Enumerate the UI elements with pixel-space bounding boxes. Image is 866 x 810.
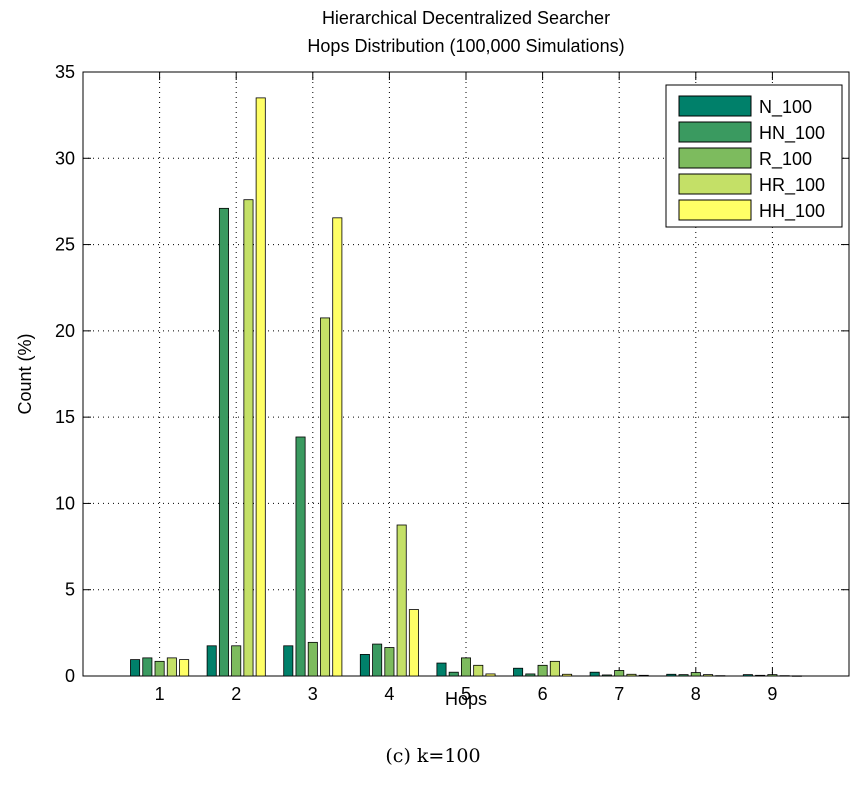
y-tick-label: 10 [55, 493, 75, 513]
bar-hn-100-6 [525, 673, 536, 677]
x-tick-label: 5 [461, 684, 471, 704]
x-tick-label: 7 [614, 684, 624, 704]
bar-hn-100-8 [678, 674, 689, 677]
bar-n-100-4 [359, 654, 370, 677]
bar-n-100-9 [742, 674, 753, 677]
bar-n-100-2 [206, 645, 217, 677]
legend-entry: HR_100 [759, 175, 825, 196]
y-tick-label: 5 [65, 580, 75, 600]
bar-r-100-1 [154, 660, 165, 677]
x-tick-label: 6 [538, 684, 548, 704]
bar-n-100-7 [589, 671, 600, 677]
chart-subtitle: Hops Distribution (100,000 Simulations) [307, 36, 624, 56]
bar-hr-100-4 [396, 524, 407, 677]
y-tick-label: 30 [55, 148, 75, 168]
bar-hr-100-1 [166, 657, 177, 677]
bar-n-100-6 [513, 667, 524, 677]
bar-n-100-8 [666, 673, 677, 677]
bar-hr-100-9 [779, 675, 790, 677]
y-axis-label: Count (%) [15, 333, 35, 414]
bar-r-100-5 [461, 657, 471, 677]
bar-hh-100-4 [408, 609, 419, 677]
x-tick-label: 9 [767, 684, 777, 704]
legend-swatch [678, 199, 752, 221]
y-tick-label: 15 [55, 407, 75, 427]
bar-hr-100-8 [703, 674, 714, 677]
bar-hn-100-7 [601, 674, 612, 677]
x-tick-label: 3 [308, 684, 318, 704]
bar-hr-100-7 [626, 673, 637, 677]
legend-swatch [678, 173, 752, 195]
bar-hh-100-8 [715, 675, 726, 677]
bar-hn-100-2 [218, 207, 229, 677]
bar-hn-100-3 [295, 436, 306, 677]
bar-hr-100-6 [549, 660, 560, 677]
legend-swatch [678, 147, 752, 169]
x-tick-label: 4 [384, 684, 394, 704]
x-axis-label: Hops [445, 689, 487, 709]
bar-r-100-2 [231, 645, 242, 677]
legend-entry: HN_100 [759, 123, 825, 144]
bar-hh-100-9 [791, 675, 802, 677]
bar-r-100-7 [614, 670, 625, 677]
legend-entry: HH_100 [759, 201, 825, 222]
y-tick-label: 0 [65, 666, 75, 686]
bar-hh-100-1 [179, 659, 190, 677]
y-tick-label: 25 [55, 235, 75, 255]
chart-title: Hierarchical Decentralized Searcher [322, 8, 610, 28]
bar-n-100-1 [130, 659, 141, 677]
bar-hh-100-7 [638, 674, 649, 677]
bar-n-100-3 [283, 645, 294, 677]
bar-r-100-6 [537, 664, 548, 677]
bar-r-100-4 [384, 647, 395, 677]
x-tick-label: 8 [691, 684, 701, 704]
legend-entry: N_100 [759, 97, 812, 118]
bar-r-100-9 [767, 674, 778, 677]
bar-hn-100-9 [755, 674, 766, 677]
bar-hr-100-5 [473, 664, 484, 677]
bar-hn-100-4 [372, 643, 383, 677]
bar-hr-100-3 [320, 317, 331, 677]
y-tick-label: 35 [55, 62, 75, 82]
bar-r-100-8 [690, 672, 701, 677]
y-tick-label: 20 [55, 321, 75, 341]
bar-r-100-3 [307, 641, 318, 677]
figure-caption: (c) k=100 [385, 745, 481, 767]
x-tick-label: 1 [155, 684, 165, 704]
legend-entry: R_100 [759, 149, 812, 170]
bar-hr-100-2 [243, 199, 254, 677]
legend-swatch [678, 121, 752, 143]
bar-n-100-5 [436, 662, 447, 677]
bar-hn-100-1 [142, 657, 153, 677]
legend-swatch [678, 95, 752, 117]
legend: N_100 HN_100 R_100 HR_100 HH_100 [665, 84, 843, 228]
bar-hh-100-6 [562, 673, 573, 677]
bar-hh-100-3 [332, 217, 343, 677]
bar-hh-100-2 [255, 97, 266, 677]
x-tick-label: 2 [231, 684, 241, 704]
bar-hh-100-5 [485, 673, 496, 677]
bar-hn-100-5 [448, 671, 459, 677]
